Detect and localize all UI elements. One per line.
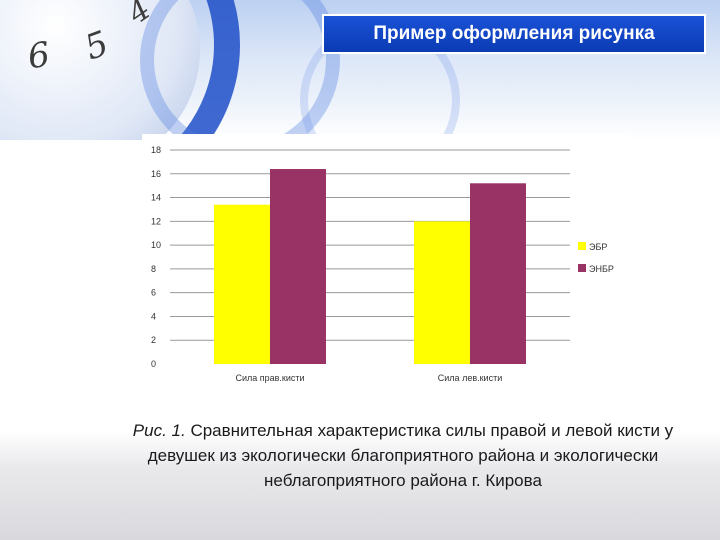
legend-label: ЭБР: [589, 242, 607, 252]
figure-number: Рис. 1.: [132, 421, 186, 440]
x-tick-label: Сила прав.кисти: [235, 373, 304, 383]
bar: [270, 169, 326, 364]
figure-caption-text: Сравнительная характеристика силы правой…: [147, 421, 674, 490]
chart: 0 2 4 6 8 10 12 14 16 18 Сила прав.кисти Сила лев.к…: [142, 134, 630, 386]
y-tick-label: 10: [151, 240, 161, 250]
y-tick-label: 18: [151, 145, 161, 155]
y-tick-label: 2: [151, 335, 156, 345]
legend-swatch: [578, 242, 586, 250]
background-band: [0, 430, 720, 540]
bar: [214, 204, 270, 364]
legend-swatch: [578, 264, 586, 272]
y-tick-label: 0: [151, 359, 156, 369]
y-tick-label: 16: [151, 169, 161, 179]
chart-svg: 0 2 4 6 8 10 12 14 16 18 Сила прав.кисти Сила лев.к…: [151, 145, 614, 383]
y-tick-label: 6: [151, 288, 156, 298]
bar: [414, 221, 470, 364]
y-tick-label: 12: [151, 216, 161, 226]
y-tick-label: 8: [151, 264, 156, 274]
y-tick-label: 4: [151, 311, 156, 321]
y-tick-label: 14: [151, 193, 161, 203]
x-tick-label: Сила лев.кисти: [438, 373, 502, 383]
figure-caption: Рис. 1. Сравнительная характеристика сил…: [108, 418, 698, 493]
bar: [470, 183, 526, 364]
legend-label: ЭНБР: [589, 264, 614, 274]
slide-title: Пример оформления рисунка: [322, 14, 706, 54]
